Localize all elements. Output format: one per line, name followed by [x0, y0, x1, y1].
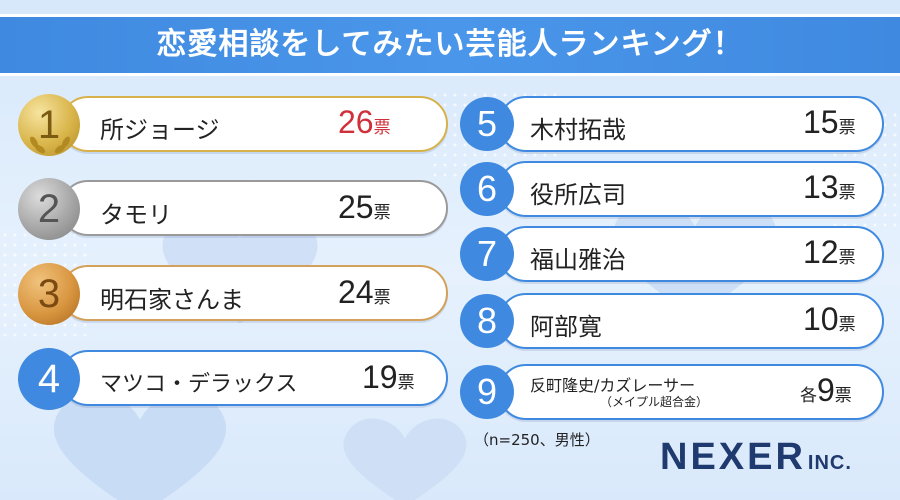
ranking-card-4 — [60, 350, 448, 406]
vote-count: 12 — [803, 234, 839, 270]
ranking-votes-3: 24票 — [338, 274, 391, 311]
ranking-votes-5: 15票 — [803, 104, 856, 141]
ranking-votes-7: 12票 — [803, 234, 856, 271]
ranking-card-7 — [498, 226, 884, 282]
ranking-name-9-sub: （メイプル超合金） — [600, 395, 709, 409]
ranking-name-7: 福山雅治 — [530, 246, 626, 274]
vote-count: 9 — [817, 372, 835, 408]
brand-name: NEXER — [660, 436, 806, 478]
ranking-votes-9: 各9票 — [800, 372, 852, 409]
rank-badge-icon: 8 — [460, 294, 514, 348]
vote-unit: 票 — [373, 203, 391, 223]
vote-unit: 票 — [838, 118, 856, 138]
ranking-votes-6: 13票 — [803, 169, 856, 206]
ranking-votes-1: 26票 — [338, 104, 391, 141]
ranking-name-3: 明石家さんま — [100, 286, 244, 314]
title-banner: 恋愛相談をしてみたい芸能人ランキング！ — [0, 14, 900, 76]
rank-number: 9 — [476, 371, 498, 412]
sample-note: （n=250、男性） — [474, 431, 600, 449]
ranking-card-9 — [498, 364, 884, 420]
rank-number: 1 — [37, 103, 61, 147]
page-title: 恋愛相談をしてみたい芸能人ランキング！ — [156, 27, 744, 62]
rank-badge-icon: 7 — [460, 227, 514, 281]
rank-badge-icon: 4 — [18, 348, 80, 410]
ranking-votes-2: 25票 — [338, 189, 391, 226]
rank-number: 7 — [476, 233, 498, 274]
vote-count: 15 — [803, 104, 839, 140]
vote-unit: 票 — [834, 386, 852, 406]
rank-badge-icon: 6 — [460, 162, 514, 216]
ranking-votes-4: 19票 — [362, 359, 415, 396]
background-heart-icon — [54, 392, 226, 500]
gold-medal-icon: 1 — [18, 94, 80, 156]
rank-number: 5 — [476, 103, 498, 144]
vote-unit: 票 — [373, 118, 391, 138]
vote-unit: 票 — [838, 248, 856, 268]
ranking-name-5: 木村拓哉 — [530, 116, 626, 144]
background-heart-icon — [343, 418, 467, 500]
vote-count: 26 — [338, 104, 374, 140]
vote-unit: 票 — [397, 373, 415, 393]
ranking-name-1: 所ジョージ — [100, 116, 220, 144]
ranking-name-2: タモリ — [100, 201, 172, 229]
rank-number: 4 — [37, 357, 61, 401]
vote-count: 13 — [803, 169, 839, 205]
ranking-card-1 — [60, 96, 448, 152]
ranking-name-4: マツコ・デラックス — [100, 372, 298, 397]
rank-badge-icon: 5 — [460, 97, 514, 151]
ranking-card-6 — [498, 161, 884, 217]
ranking-name-6: 役所広司 — [530, 181, 626, 209]
vote-count: 25 — [338, 189, 374, 225]
ranking-card-2 — [60, 180, 448, 236]
rank-number: 3 — [37, 272, 61, 316]
ranking-name-8: 阿部寛 — [530, 313, 602, 341]
rank-badge-icon: 9 — [460, 365, 514, 419]
bronze-medal-icon: 3 — [18, 263, 80, 325]
brand-logo: NEXER INC. — [660, 436, 852, 479]
ranking-name-9: 反町隆史/カズレーサー — [530, 376, 696, 395]
ranking-card-3 — [60, 265, 448, 321]
ranking-votes-8: 10票 — [803, 301, 856, 338]
vote-count: 19 — [362, 359, 398, 395]
brand-suffix: INC. — [807, 452, 852, 474]
silver-medal-icon: 2 — [18, 178, 80, 240]
ranking-card-8 — [498, 293, 884, 349]
rank-number: 6 — [476, 168, 498, 209]
vote-unit: 票 — [838, 315, 856, 335]
vote-count: 24 — [338, 274, 374, 310]
rank-number: 2 — [37, 187, 61, 231]
vote-unit: 票 — [373, 288, 391, 308]
rank-number: 8 — [476, 300, 498, 341]
vote-unit: 票 — [838, 183, 856, 203]
laurel-icon — [30, 136, 70, 154]
vote-count: 10 — [803, 301, 839, 337]
ranking-card-5 — [498, 96, 884, 152]
vote-prefix: 各 — [800, 386, 817, 406]
